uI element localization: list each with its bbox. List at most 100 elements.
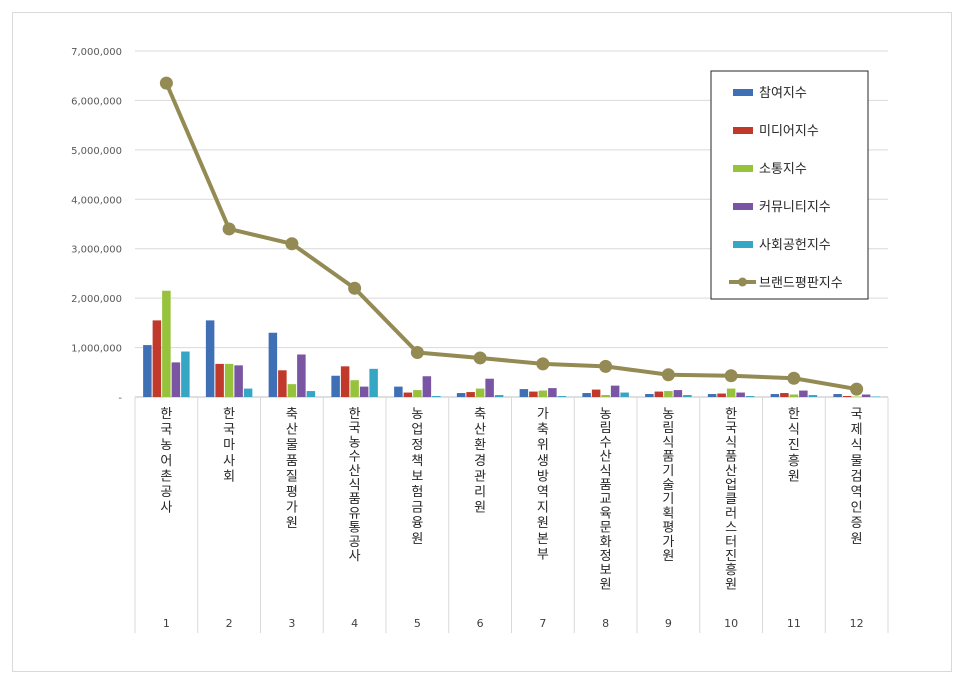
legend-swatch: [733, 127, 753, 134]
legend-box: [710, 70, 869, 300]
y-axis: - 1,000,000 2,000,000 3,000,000 4,000,000 5,0…: [71, 47, 122, 404]
bar: [494, 395, 504, 397]
bar: [654, 391, 664, 397]
legend-label: 브랜드평판지수: [759, 276, 843, 291]
legend-label: 참여지수: [759, 86, 807, 101]
legend-line-marker: [738, 277, 747, 287]
bar: [645, 394, 654, 397]
legend-label: 사회공헌지수: [759, 238, 831, 253]
bar: [683, 395, 692, 397]
x-axis: 한 국 농 어 촌 공 사 1 한 국 마 사 회 2 축 산 물 품 질 평 가 원 3 한 국 농 수 산 식 품 유 통 공 사 4 농 업 정 책 보…: [160, 407, 863, 630]
bar: [519, 389, 529, 397]
line-point: [410, 346, 424, 360]
bar: [548, 388, 557, 397]
bar: [717, 393, 726, 397]
bar: [799, 390, 808, 397]
y-tick-label: 2,000,000: [71, 294, 122, 305]
bar: [852, 396, 861, 398]
x-number-label: 7: [539, 617, 546, 630]
bar: [331, 375, 340, 397]
bar: [215, 363, 224, 397]
bar: [369, 368, 378, 397]
bar: [224, 363, 234, 397]
x-number-label: 2: [226, 617, 233, 630]
bar: [278, 370, 287, 397]
bar: [485, 378, 494, 397]
line-point: [599, 359, 613, 373]
bar: [707, 394, 717, 397]
bar: [620, 392, 629, 397]
y-tick-label: 6,000,000: [71, 96, 122, 107]
line-point: [473, 351, 487, 365]
bar: [152, 320, 162, 397]
line-path: [164, 82, 857, 392]
bar: [529, 391, 538, 397]
bar: [432, 396, 441, 397]
x-number-label: 4: [351, 617, 358, 630]
bar: [582, 393, 591, 397]
x-number-label: 6: [477, 617, 484, 630]
bar: [601, 395, 610, 397]
bar: [181, 351, 190, 397]
bar: [234, 365, 243, 397]
bar: [340, 366, 350, 397]
bar: [456, 393, 466, 397]
y-tick-label: 5,000,000: [71, 146, 122, 157]
bars: [143, 290, 880, 398]
bar: [297, 354, 306, 397]
bar: [162, 290, 171, 397]
bar: [268, 332, 278, 397]
bar: [306, 391, 316, 397]
legend-swatch: [733, 203, 753, 210]
bar: [394, 386, 403, 397]
y-tick-label: 7,000,000: [71, 47, 122, 58]
line-point: [787, 371, 801, 385]
x-number-label: 10: [724, 617, 738, 630]
line-point: [661, 368, 675, 382]
x-number-label: 8: [602, 617, 609, 630]
bar: [833, 394, 842, 397]
legend-label: 미디어지수: [759, 124, 819, 139]
bar: [789, 394, 799, 397]
bar: [205, 320, 215, 397]
bar: [557, 396, 567, 397]
y-tick-label: 3,000,000: [71, 245, 122, 256]
bar: [861, 394, 871, 397]
bar: [350, 380, 359, 397]
bar: [422, 376, 432, 397]
x-number-label: 12: [850, 617, 864, 630]
line-point: [724, 369, 738, 383]
line-series: [159, 76, 864, 396]
bar: [780, 393, 789, 397]
bar: [610, 385, 620, 397]
bar: [475, 388, 485, 397]
x-number-label: 9: [665, 617, 672, 630]
bar: [871, 396, 880, 398]
bar: [403, 392, 413, 397]
x-number-label: 3: [288, 617, 295, 630]
line-point: [222, 222, 236, 236]
bar: [538, 390, 548, 397]
bar: [591, 389, 601, 397]
y-tick-label: 1,000,000: [71, 344, 122, 355]
bar: [466, 392, 475, 397]
bar: [664, 391, 673, 397]
bar: [673, 390, 683, 397]
legend-label: 소통지수: [759, 162, 807, 177]
bar: [243, 388, 253, 397]
bar: [770, 394, 780, 397]
bar: [287, 384, 297, 397]
